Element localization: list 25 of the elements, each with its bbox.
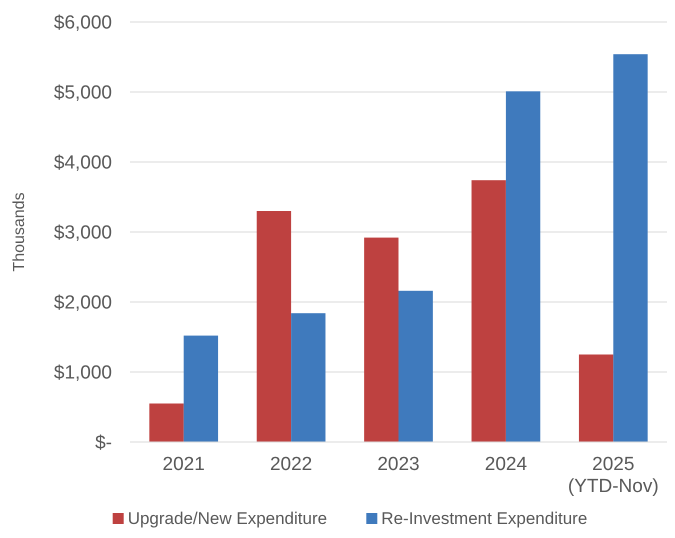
bar — [578, 354, 614, 442]
legend-label: Upgrade/New Expenditure — [128, 509, 328, 528]
y-tick-label: $4,000 — [54, 152, 112, 174]
x-tick-label: 2022 — [270, 454, 312, 475]
bar — [506, 91, 540, 442]
y-tick-label: $1,000 — [54, 362, 112, 384]
legend-label: Re-Investment Expenditure — [381, 509, 588, 528]
x-tick-label: 2021 — [162, 454, 205, 475]
bar — [613, 54, 648, 442]
bar — [184, 336, 218, 442]
y-tick-label: $5,000 — [54, 82, 112, 104]
bar — [291, 313, 326, 442]
bar — [472, 180, 506, 442]
y-tick-label: $2,000 — [54, 292, 112, 314]
y-axis-title: Thousands — [11, 192, 28, 272]
x-tick-label: 2024 — [484, 454, 528, 475]
bar — [364, 238, 398, 442]
bar — [256, 211, 292, 442]
y-tick-label: $- — [95, 432, 112, 454]
y-tick-label: $3,000 — [54, 222, 112, 244]
y-tick-label: $6,000 — [54, 12, 112, 34]
bar — [398, 290, 433, 442]
x-tick-label: 2025 (YTD-Nov) — [568, 454, 659, 497]
x-tick-label: 2023 — [377, 454, 420, 475]
bar — [149, 404, 184, 442]
